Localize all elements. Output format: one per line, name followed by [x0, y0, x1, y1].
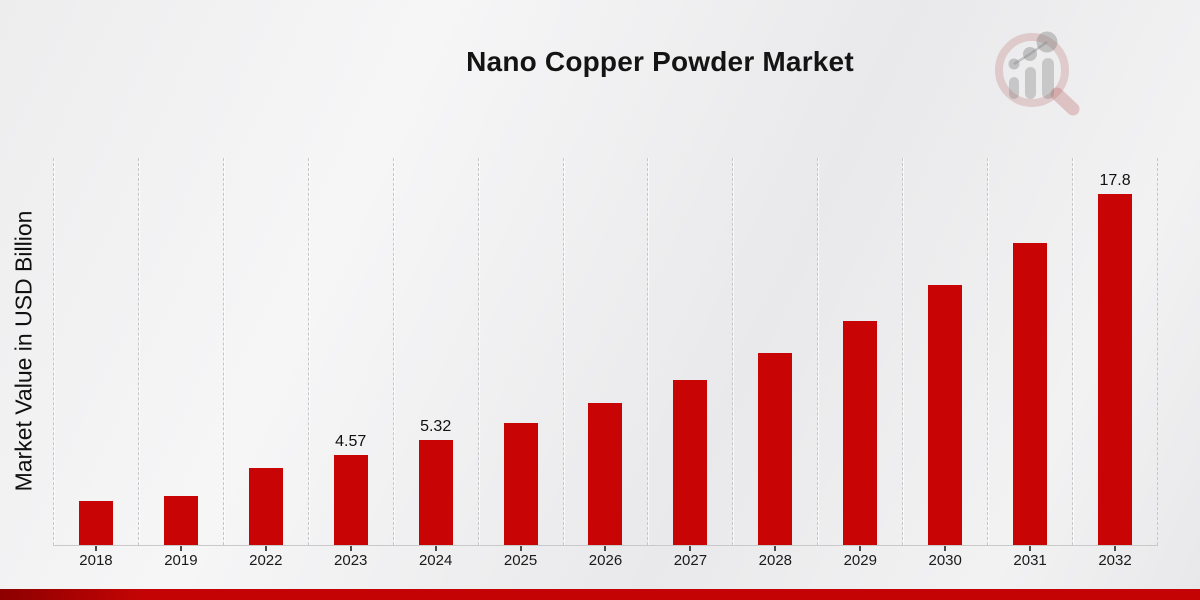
bar	[673, 380, 708, 545]
x-axis-tick	[519, 546, 522, 551]
bar	[843, 321, 878, 545]
bar-column: 2031	[987, 158, 1072, 569]
x-axis-tick	[859, 546, 862, 551]
bar-column: 2025	[477, 158, 563, 569]
bar-column: 4.57 2023	[307, 158, 393, 569]
bar-column: 17.8 2032	[1072, 158, 1158, 569]
bar-column: 2030	[902, 158, 987, 569]
x-axis-tick-label: 2029	[843, 552, 877, 569]
page-title: Nano Copper Powder Market	[466, 46, 854, 77]
x-axis-tick-label: 2025	[503, 552, 538, 569]
x-axis-tick	[264, 546, 267, 551]
chart-plot-area: 2018 2019 2022 4.57 2023 5.32 2024 2025 2026 2027…	[53, 158, 1158, 569]
x-axis-tick-label: 2030	[928, 552, 962, 569]
x-axis-tick	[944, 546, 947, 551]
x-axis-tick	[604, 546, 607, 551]
bar	[503, 423, 538, 545]
bottom-accent-bar	[0, 589, 1200, 600]
x-axis-tick	[434, 546, 437, 551]
bar-column: 2028	[732, 158, 817, 569]
x-axis-tick	[349, 546, 352, 551]
x-axis-tick	[1029, 546, 1032, 551]
x-axis-tick-label: 2031	[1013, 552, 1047, 569]
x-axis-tick	[1114, 546, 1117, 551]
bar-column: 2027	[647, 158, 732, 569]
bar	[1013, 243, 1048, 545]
bar	[1098, 194, 1133, 545]
x-axis-tick-label: 2018	[79, 552, 113, 569]
bar-value-label: 17.8	[1099, 172, 1131, 189]
x-axis-tick-label: 2028	[758, 552, 793, 569]
bar	[333, 455, 368, 545]
bar	[928, 285, 963, 545]
x-axis-tick-label: 2027	[673, 552, 708, 569]
bar	[588, 403, 623, 545]
bar-value-label: 5.32	[420, 418, 452, 435]
bar	[248, 468, 283, 545]
logo-magnifier-icon	[995, 31, 1080, 116]
bar-column: 2019	[137, 158, 223, 569]
bar-value-label: 4.57	[335, 433, 367, 450]
x-axis-tick	[774, 546, 777, 551]
bar	[78, 501, 113, 545]
brand-logo	[984, 26, 1088, 116]
bar-column: 2022	[222, 158, 308, 569]
bar-column: 5.32 2024	[392, 158, 478, 569]
x-axis-tick	[689, 546, 692, 551]
x-axis-tick-label: 2022	[249, 552, 283, 569]
bar-column: 2018	[53, 158, 138, 569]
x-axis-tick-label: 2026	[588, 552, 623, 569]
bar	[418, 440, 453, 545]
x-axis-tick-label: 2019	[164, 552, 198, 569]
x-axis-tick-label: 2023	[334, 552, 368, 569]
x-axis-tick-label: 2032	[1098, 552, 1132, 569]
bar-column: 2026	[562, 158, 648, 569]
x-axis-tick	[94, 546, 97, 551]
x-axis-tick-label: 2024	[418, 552, 453, 569]
x-axis-tick	[179, 546, 182, 551]
bar	[758, 353, 793, 545]
y-axis-label: Market Value in USD Billion	[10, 210, 37, 492]
bar-column: 2029	[817, 158, 902, 569]
bar	[163, 496, 198, 545]
